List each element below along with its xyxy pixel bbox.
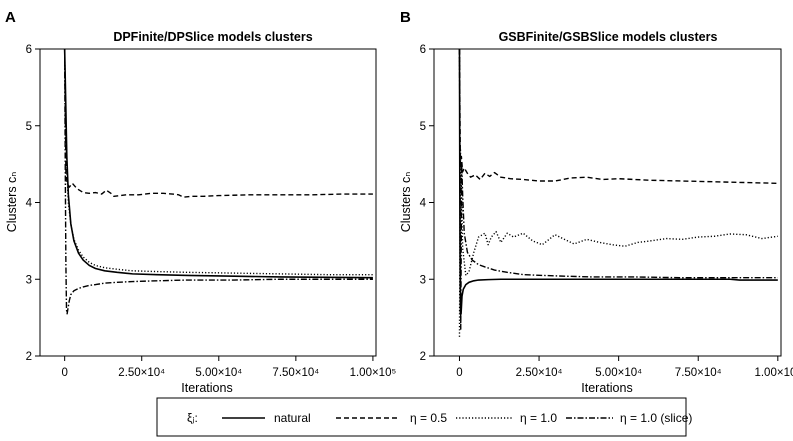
panel-a: A DPFinite/DPSlice models clusters Itera… bbox=[5, 9, 396, 395]
panel-a-y-tick-label: 4 bbox=[26, 198, 33, 210]
panel-a-ticks: 0 2.50×10⁴ 5.00×10⁴ 7.50×10⁴ 1.00×10⁵ 2 3 4 5 6 bbox=[26, 44, 397, 379]
panel-a-title: DPFinite/DPSlice models clusters bbox=[113, 30, 312, 44]
panel-a-series-1-0-slice bbox=[63, 48, 373, 315]
panel-b-x-axis-label: Iterations bbox=[581, 381, 632, 395]
panel-b-x-tick-label: 5.00×10⁴ bbox=[595, 367, 642, 379]
panel-b-x-tick-label: 2.50×10⁴ bbox=[516, 367, 563, 379]
panel-b-letter: B bbox=[400, 9, 411, 26]
panel-a-x-tick-label: 7.50×10⁴ bbox=[272, 367, 319, 379]
panel-a-x-tick-label: 0 bbox=[61, 367, 67, 379]
panel-b-series-1-0-slice bbox=[458, 48, 778, 330]
legend-label: ξⱼ: bbox=[187, 411, 198, 425]
panel-b-y-tick-label: 4 bbox=[420, 198, 427, 210]
panel-b-y-tick-label: 6 bbox=[420, 44, 426, 56]
legend-entry-natural: natural bbox=[274, 411, 311, 425]
panel-b-series-0-5 bbox=[458, 48, 778, 185]
panel-b-ticks: 0 2.50×10⁴ 5.00×10⁴ 7.50×10⁴ 1.00×10⁵ 2 3 4 5 6 bbox=[420, 44, 793, 379]
panel-b-x-tick-label: 1.00×10⁵ bbox=[754, 367, 793, 379]
panel-b-series-natural bbox=[458, 48, 778, 315]
panel-a-series-0-5 bbox=[63, 48, 373, 198]
panel-b-series-1-0 bbox=[458, 148, 778, 337]
panel-a-x-tick-label: 2.50×10⁴ bbox=[118, 367, 165, 379]
panel-b-y-tick-label: 2 bbox=[420, 351, 426, 363]
panel-a-y-tick-label: 2 bbox=[26, 351, 32, 363]
panel-b-title: GSBFinite/GSBSlice models clusters bbox=[499, 30, 718, 44]
panel-b-series bbox=[458, 48, 778, 337]
panel-b-y-axis-label: Clusters cₙ bbox=[399, 172, 413, 233]
panel-a-plot-frame bbox=[39, 48, 377, 357]
panel-b-y-tick-label: 5 bbox=[420, 121, 426, 133]
panel-b-plot-frame bbox=[433, 48, 782, 357]
panel-b-x-tick-label: 7.50×10⁴ bbox=[675, 367, 722, 379]
panel-a-series bbox=[63, 48, 373, 315]
panel-b-x-tick-label: 0 bbox=[456, 367, 462, 379]
panel-a-x-tick-label: 5.00×10⁴ bbox=[195, 367, 242, 379]
panel-a-y-tick-label: 6 bbox=[26, 44, 32, 56]
panel-a-x-tick-label: 1.00×10⁵ bbox=[350, 367, 397, 379]
panel-a-y-axis-label: Clusters cₙ bbox=[5, 172, 19, 233]
panel-a-y-tick-label: 3 bbox=[26, 274, 32, 286]
panel-a-x-axis-label: Iterations bbox=[181, 381, 232, 395]
legend-box bbox=[156, 397, 687, 437]
panel-a-series-1-0 bbox=[63, 48, 373, 276]
legend: ξⱼ: natural η = 0.5 η = 1.0 η = 1.0 (sli… bbox=[156, 397, 692, 437]
legend-entry-eta-1-0: η = 1.0 bbox=[520, 411, 557, 425]
panel-a-y-tick-label: 5 bbox=[26, 121, 32, 133]
legend-entry-eta-1-0-slice: η = 1.0 (slice) bbox=[620, 411, 692, 425]
panel-a-series-natural bbox=[63, 48, 373, 279]
panel-b: B GSBFinite/GSBSlice models clusters Ite… bbox=[399, 9, 793, 395]
panel-a-letter: A bbox=[5, 9, 16, 26]
panel-b-y-tick-label: 3 bbox=[420, 274, 426, 286]
legend-entry-eta-0-5: η = 0.5 bbox=[410, 411, 447, 425]
